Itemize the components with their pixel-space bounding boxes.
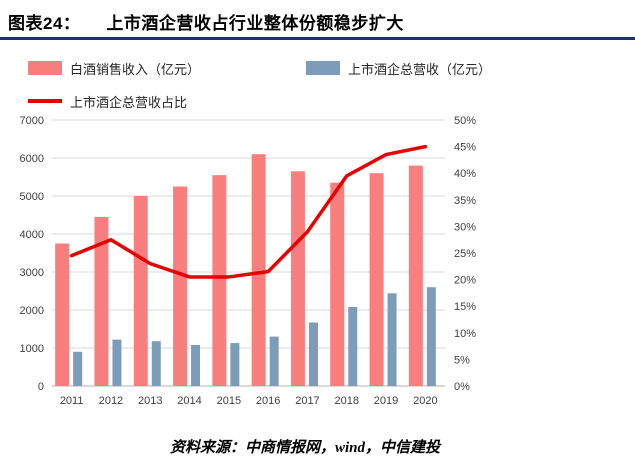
right-axis-tick: 45% (454, 142, 476, 154)
left-axis-tick: 2000 (20, 305, 44, 317)
legend-row: 上市酒企总营收占比 (28, 91, 491, 111)
right-axis-tick: 30% (454, 221, 476, 233)
bar-industry-revenue-2019 (369, 173, 384, 386)
legend-item-ratio: 上市酒企总营收占比 (28, 92, 187, 111)
bar-listed-revenue-2015 (230, 343, 240, 386)
right-axis-tick: 5% (454, 354, 470, 366)
chart-area: 0 1000 2000 3000 4000 5000 6000 7000 0% 5% 10% 15% 2… (0, 108, 510, 425)
legend-item-listed-revenue: 上市酒企总营收（亿元） (306, 59, 491, 78)
right-axis-tick: 20% (454, 275, 476, 287)
bar-industry-revenue-2017 (290, 171, 305, 386)
right-axis-tick: 10% (454, 328, 476, 340)
bar-industry-revenue-2016 (251, 154, 266, 386)
legend-swatch-listed-revenue (306, 61, 341, 75)
right-axis-tick: 40% (454, 168, 476, 180)
x-axis-label: 2019 (374, 395, 398, 407)
x-axis-label: 2016 (256, 395, 280, 407)
left-axis-tick: 4000 (20, 229, 44, 241)
right-axis-tick: 15% (454, 301, 476, 313)
right-axis-tick: 25% (454, 248, 476, 260)
bar-listed-revenue-2017 (308, 322, 318, 386)
left-axis-tick: 0 (38, 381, 44, 393)
x-axis-label: 2020 (413, 395, 437, 407)
legend-swatch-industry-revenue (28, 61, 62, 75)
right-axis-tick: 50% (454, 115, 476, 127)
legend-label-industry-revenue: 白酒销售收入（亿元） (70, 61, 201, 77)
x-axis-label: 2015 (217, 395, 241, 407)
legend: 白酒销售收入（亿元） 上市酒企总营收（亿元） 上市酒企总营收占比 (28, 58, 491, 124)
left-axis-tick: 5000 (20, 191, 44, 203)
legend-row: 白酒销售收入（亿元） 上市酒企总营收（亿元） (28, 58, 491, 78)
ratio-line (69, 144, 428, 279)
bar-industry-revenue-2012 (94, 216, 109, 386)
figure-number-label: 图表24： (8, 14, 81, 33)
left-axis-tick: 3000 (20, 267, 44, 279)
bar-listed-revenue-2018 (348, 306, 358, 386)
x-axis-label: 2013 (138, 395, 162, 407)
title-rule (0, 37, 635, 40)
bar-industry-revenue-2015 (212, 175, 227, 386)
bar-industry-revenue-2014 (173, 186, 188, 386)
bar-industry-revenue-2020 (408, 165, 423, 386)
left-axis-tick: 7000 (20, 115, 44, 127)
bar-listed-revenue-2016 (269, 336, 279, 386)
x-axis-label: 2012 (99, 395, 123, 407)
bar-listed-revenue-2014 (191, 344, 201, 386)
legend-swatch-ratio-line (28, 99, 62, 103)
bar-listed-revenue-2020 (426, 287, 436, 386)
bar-listed-revenue-2011 (73, 351, 83, 386)
legend-item-industry-revenue: 白酒销售收入（亿元） (28, 59, 200, 78)
right-axis-tick: 35% (454, 195, 476, 207)
bar-industry-revenue-2018 (330, 182, 345, 386)
legend-label-listed-revenue: 上市酒企总营收（亿元） (348, 61, 492, 77)
figure-title-text: 上市酒企营收占行业整体份额稳步扩大 (106, 14, 404, 33)
bar-listed-revenue-2012 (112, 339, 122, 386)
bar-listed-revenue-2019 (387, 293, 397, 386)
source-note: 资料来源：中商情报网，wind，中信建投 (169, 440, 441, 456)
left-axis-tick: 6000 (20, 153, 44, 165)
left-axis-tick: 1000 (20, 343, 44, 355)
x-axis-label: 2011 (60, 395, 84, 407)
legend-label-ratio: 上市酒企总营收占比 (70, 94, 188, 110)
chart-canvas: 0 1000 2000 3000 4000 5000 6000 7000 0% 5% 10% 15% 2… (20, 115, 477, 407)
figure-title: 图表24： 上市酒企营收占行业整体份额稳步扩大 (8, 9, 404, 34)
bar-industry-revenue-2013 (133, 196, 148, 386)
x-axis-label: 2014 (177, 395, 201, 407)
bar-listed-revenue-2013 (151, 341, 161, 386)
x-axis-label: 2018 (335, 395, 359, 407)
bar-industry-revenue-2011 (55, 243, 70, 386)
right-axis-tick: 0% (454, 381, 470, 393)
x-axis-label: 2017 (295, 395, 319, 407)
